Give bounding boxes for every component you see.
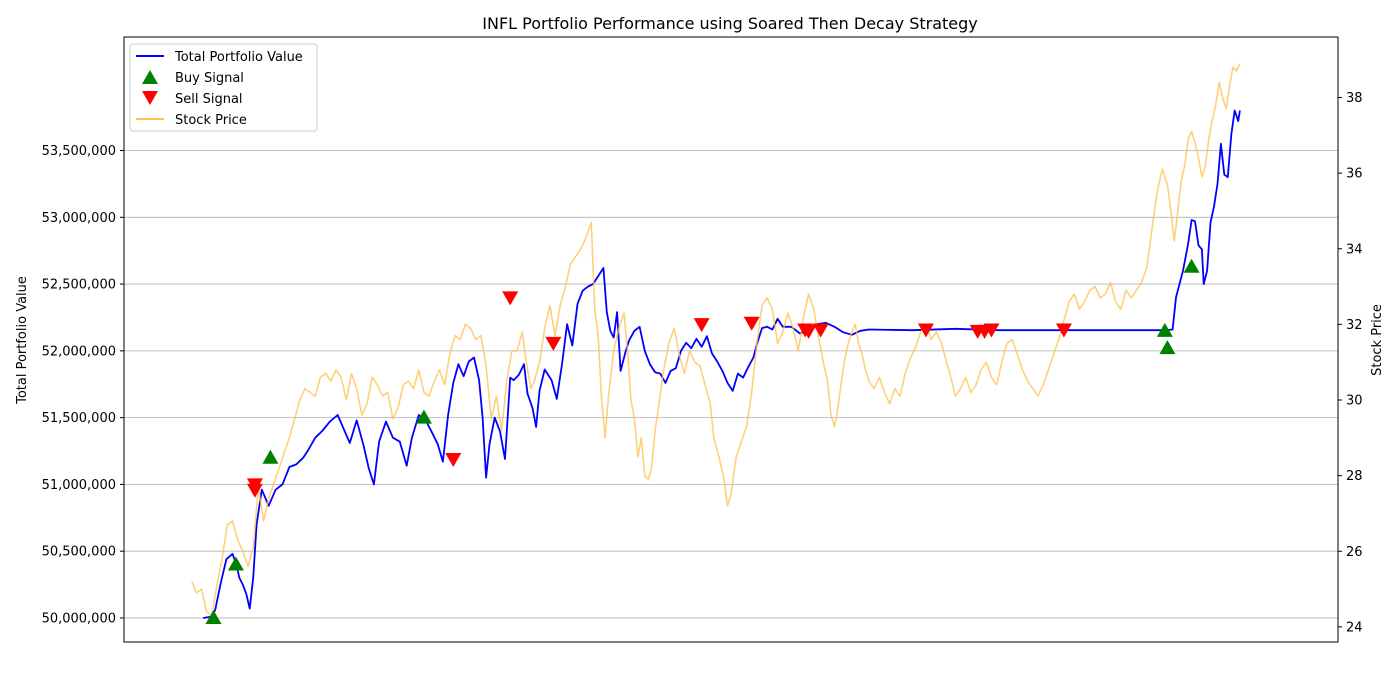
grid-layer [124,150,1338,619]
y-tick-label: 52,000,000 [42,344,116,359]
buy-signal-marker [227,556,244,571]
y-tick-label: 52,500,000 [42,278,116,293]
sell-signal-marker [800,324,817,339]
legend: Total Portfolio Value Buy Signal Sell Si… [129,43,318,132]
y-axis-title: Total Portfolio Value [15,276,30,405]
legend-label-portfolio: Total Portfolio Value [174,50,303,65]
buy-signal-marker [1183,258,1200,273]
y2-axis-title: Stock Price [1370,304,1385,376]
plot-layer [191,63,1241,619]
y-tick-label: 53,000,000 [42,211,116,226]
right-axis: 24 26 28 30 32 34 36 38 [1338,91,1363,635]
buy-signal-marker [205,609,222,624]
sell-signal-marker [917,323,934,338]
buy-signal-marker [1156,322,1173,337]
sell-signal-marker [545,336,562,351]
y2-tick-label: 28 [1346,469,1363,484]
sell-signal-marker [1055,323,1072,338]
y-tick-label: 50,500,000 [42,545,116,560]
y2-tick-label: 34 [1346,242,1363,257]
legend-label-stock: Stock Price [175,113,247,128]
chart-title: INFL Portfolio Performance using Soared … [482,14,978,33]
legend-buy-triangle-icon [142,70,158,84]
sell-signal-marker [246,483,263,498]
buy-signal-marker [1159,340,1176,355]
y2-tick-label: 38 [1346,91,1363,106]
sell-signal-marker [812,323,829,338]
sell-signal-marker [693,318,710,333]
left-axis: 50,000,000 50,500,000 51,000,000 51,500,000… [42,144,124,626]
series-line-portfolio [203,109,1241,619]
y2-tick-label: 36 [1346,167,1363,182]
y2-tick-label: 32 [1346,318,1363,333]
y2-tick-label: 26 [1346,545,1363,560]
legend-sell-triangle-icon [142,91,158,105]
sell-signal-marker [983,323,1000,338]
legend-label-sell: Sell Signal [175,92,243,107]
sell-signal-marker [743,316,760,331]
sell-signal-marker [502,291,519,306]
buy-signal-marker [262,449,279,464]
sell-signal-marker [445,453,462,468]
legend-label-buy: Buy Signal [175,71,244,86]
y-tick-label: 51,500,000 [42,411,116,426]
y-tick-label: 53,500,000 [42,144,116,159]
plot-frame [123,36,1339,643]
y2-tick-label: 24 [1346,620,1363,635]
y-tick-label: 50,000,000 [42,611,116,626]
y2-tick-label: 30 [1346,394,1363,409]
legend-box [129,43,318,132]
marker-layer [205,258,1200,624]
series-line-stock-price [191,63,1241,617]
y-tick-label: 51,000,000 [42,478,116,493]
buy-signal-marker [415,409,432,424]
